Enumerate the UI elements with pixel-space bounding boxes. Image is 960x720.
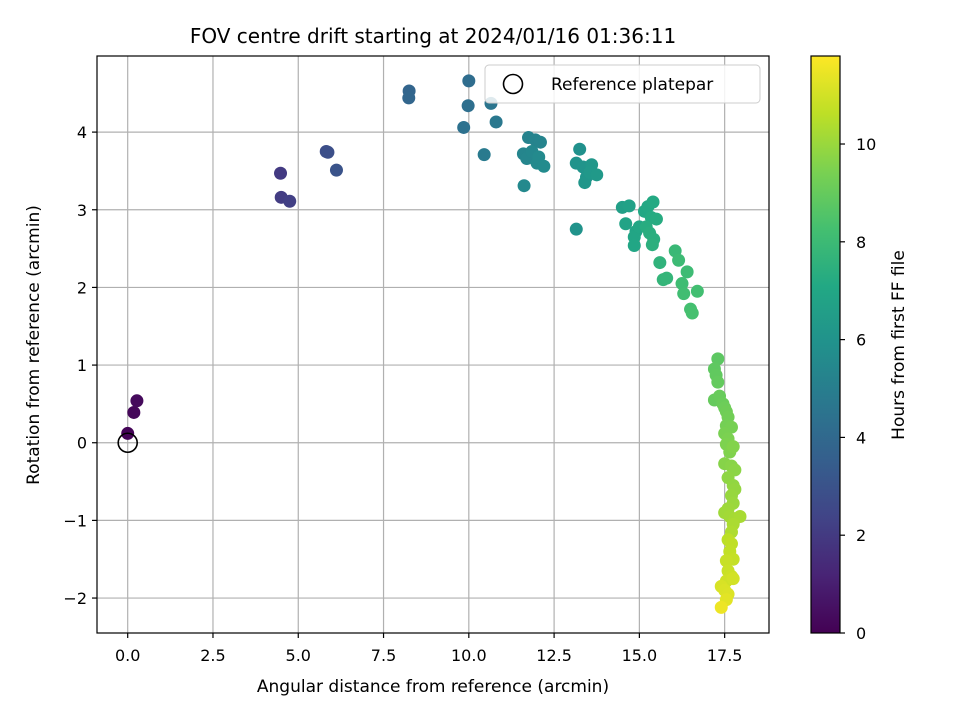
data-point	[645, 238, 659, 252]
y-tick-label: −2	[63, 589, 87, 608]
data-point	[462, 74, 476, 88]
y-tick-label: 0	[77, 434, 87, 453]
y-tick-label: 1	[77, 356, 87, 375]
data-point	[622, 199, 636, 213]
data-point	[677, 287, 691, 301]
y-tick-label: −1	[63, 511, 87, 530]
data-point	[461, 99, 475, 113]
data-point	[127, 405, 141, 419]
data-point	[726, 440, 740, 454]
legend-box	[484, 64, 761, 104]
y-axis-label: Rotation from reference (arcmin)	[24, 205, 44, 485]
x-tick-label: 15.0	[622, 646, 658, 665]
data-point	[321, 145, 335, 159]
plot-frame	[96, 55, 770, 634]
data-point	[714, 600, 728, 614]
data-point	[711, 352, 725, 366]
y-tick-label: 3	[77, 201, 87, 220]
colorbar-tick-label: 0	[856, 624, 866, 643]
data-point	[457, 120, 471, 134]
legend: Reference platepar	[484, 64, 761, 104]
x-tick-label: 0.0	[115, 646, 140, 665]
data-point	[402, 91, 416, 105]
colorbar-tick-label: 4	[856, 428, 866, 447]
data-point	[646, 195, 660, 209]
data-point	[517, 179, 531, 193]
colorbar: 0 2 4 6 8 10 Hours from first FF file	[810, 55, 909, 643]
data-point	[477, 148, 491, 162]
data-point	[283, 194, 297, 208]
x-tick-label: 17.5	[707, 646, 743, 665]
x-axis-ticks: 0.0 2.5 5.0 7.5 10.0 12.5 15.0 17.5	[115, 633, 742, 665]
x-axis-label: Angular distance from reference (arcmin)	[257, 677, 609, 697]
data-points	[121, 74, 747, 614]
colorbar-tick-label: 8	[856, 233, 866, 252]
colorbar-frame	[810, 55, 841, 634]
colorbar-label: Hours from first FF file	[889, 250, 909, 440]
colorbar-ticks: 0 2 4 6 8 10	[840, 135, 876, 643]
data-point	[537, 159, 551, 173]
data-point	[649, 212, 663, 226]
data-point	[719, 554, 733, 568]
data-point	[533, 135, 547, 149]
data-point	[573, 142, 587, 156]
data-point	[711, 375, 725, 389]
data-point	[660, 271, 674, 285]
data-point	[726, 572, 740, 586]
data-point	[672, 253, 686, 267]
gridlines	[97, 56, 769, 633]
colorbar-gradient	[811, 56, 840, 633]
data-point	[130, 394, 144, 408]
chart-title: FOV centre drift starting at 2024/01/16 …	[190, 24, 676, 48]
reference-marker	[117, 432, 139, 454]
data-point	[329, 163, 343, 177]
data-point	[590, 168, 604, 182]
x-tick-label: 2.5	[200, 646, 225, 665]
x-tick-label: 5.0	[286, 646, 311, 665]
data-point	[680, 265, 694, 279]
legend-marker-reference	[502, 73, 524, 95]
data-point	[578, 176, 592, 190]
data-point	[569, 222, 583, 236]
y-tick-label: 4	[77, 123, 87, 142]
y-axis-ticks: −2 −1 0 1 2 3 4	[63, 123, 97, 608]
data-point	[274, 166, 288, 180]
data-point	[653, 256, 667, 270]
x-tick-label: 10.0	[451, 646, 487, 665]
x-tick-label: 12.5	[536, 646, 572, 665]
data-point	[685, 306, 699, 320]
legend-label-reference: Reference platepar	[551, 75, 713, 95]
colorbar-tick-label: 2	[856, 526, 866, 545]
x-tick-label: 7.5	[371, 646, 396, 665]
data-point	[675, 277, 689, 291]
data-point	[627, 238, 641, 252]
y-tick-label: 2	[77, 278, 87, 297]
data-point	[619, 217, 633, 231]
data-point	[489, 115, 503, 129]
colorbar-tick-label: 10	[856, 135, 876, 154]
colorbar-tick-label: 6	[856, 331, 866, 350]
data-point	[690, 284, 704, 298]
